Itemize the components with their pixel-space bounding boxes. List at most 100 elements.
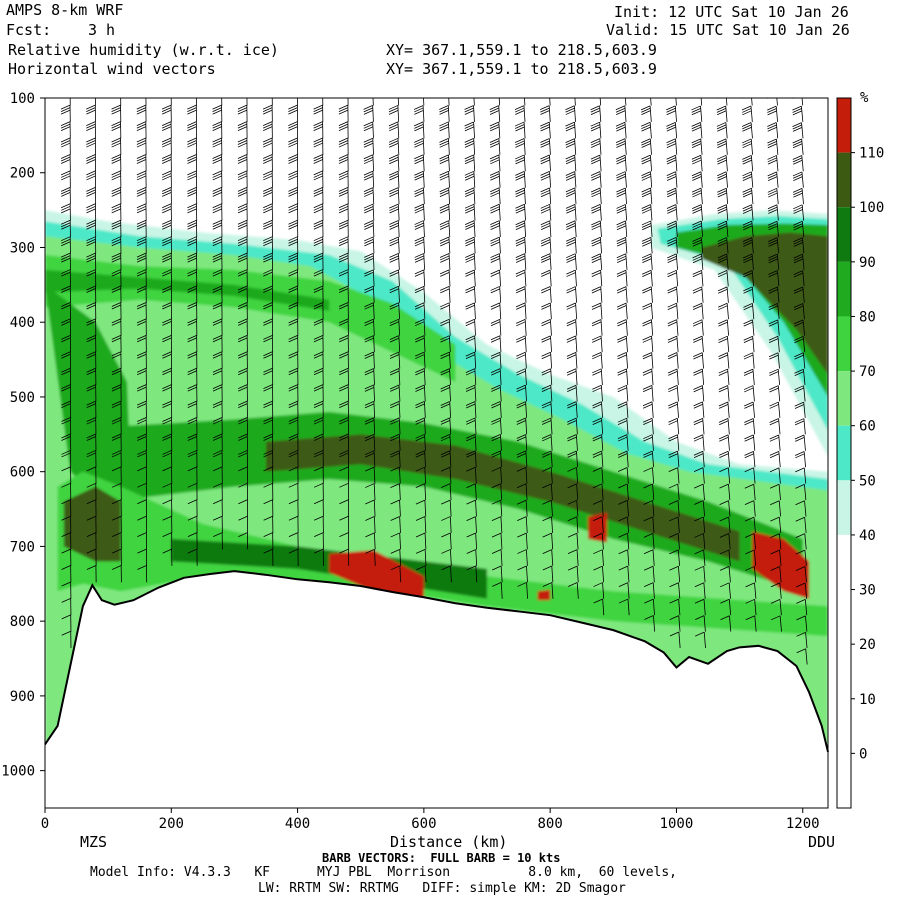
barb-note: BARB VECTORS: FULL BARB = 10 kts — [322, 851, 561, 865]
barb-column — [540, 98, 554, 599]
colorbar-swatch — [837, 316, 851, 372]
x-tick-label: 400 — [285, 816, 310, 832]
y-tick-label: 700 — [10, 539, 35, 555]
barb-column — [111, 98, 122, 583]
y-tick-label: 600 — [10, 465, 35, 481]
colorbar-label: 20 — [859, 637, 876, 653]
upper-layer-dark — [45, 269, 330, 311]
colorbar-swatch — [837, 152, 851, 208]
left-olive-core — [63, 486, 121, 562]
model-title: AMPS 8-km WRF — [6, 1, 124, 19]
fcst-value: 3 h — [88, 21, 116, 39]
barb-column — [767, 98, 782, 632]
colorbar-unit: % — [860, 90, 869, 106]
barb-column — [489, 98, 503, 599]
model-info: Model Info: V4.3.3 KF MYJ PBL Morrison 8… — [90, 865, 677, 880]
plot-frame — [44, 97, 829, 809]
x-tick-label: 0 — [41, 816, 49, 832]
xy-line-1: XY= 367.1,559.1 to 218.5,603.9 — [386, 41, 657, 59]
colorbar-swatch — [837, 589, 851, 645]
red-core-1 — [329, 550, 424, 603]
x-tick-label: 200 — [159, 816, 184, 832]
barb-column — [615, 98, 630, 616]
init-time: Init: 12 UTC Sat 10 Jan 26 — [614, 3, 849, 21]
x-tick-label: 1200 — [786, 816, 820, 832]
colorbar-label: 60 — [859, 419, 876, 435]
y-tick-label: 500 — [10, 390, 35, 406]
right-endpoint-label: DDU — [808, 833, 836, 851]
barb-column — [413, 98, 427, 583]
barb-column — [288, 98, 299, 566]
y-tick-label: 1000 — [1, 764, 35, 780]
upper-right-tongue-olive — [701, 232, 828, 375]
colorbar-swatch — [837, 98, 851, 153]
y-tick-label: 900 — [10, 689, 35, 705]
barb-column — [212, 98, 223, 550]
colorbar-label: 50 — [859, 473, 876, 489]
barb-column — [363, 98, 376, 566]
barb-column — [514, 98, 528, 599]
field-1-label: Relative humidity (w.r.t. ice) — [8, 41, 279, 59]
terrain — [44, 570, 829, 808]
colorbar-label: 80 — [859, 309, 876, 325]
barb-column — [60, 98, 72, 649]
colorbar-label: 0 — [859, 746, 867, 762]
y-tick-label: 200 — [10, 166, 35, 182]
barb-column — [313, 98, 324, 566]
low-layer-green — [57, 471, 828, 637]
field-2-label: Horizontal wind vectors — [8, 60, 216, 78]
colorbar-label: 40 — [859, 528, 876, 544]
barb-column — [792, 98, 808, 665]
colorbar-swatch — [837, 534, 851, 590]
x-tick-label: 800 — [538, 816, 563, 832]
colorbar-swatch — [837, 698, 851, 754]
x-tick-label: 1000 — [660, 816, 694, 832]
x-axis-label: Distance (km) — [390, 833, 508, 851]
red-core-4 — [537, 589, 551, 601]
terrain-fill — [45, 571, 828, 808]
y-tick-label: 800 — [10, 614, 35, 630]
colorbar-frame — [836, 97, 852, 809]
barb-column — [741, 98, 757, 632]
xy-line-2: XY= 367.1,559.1 to 218.5,603.9 — [386, 60, 657, 78]
colorbar-swatch — [837, 644, 851, 699]
barb-column — [439, 98, 452, 583]
barb-column — [716, 98, 732, 632]
barb-column — [388, 98, 402, 583]
axes: 0 200 400 600 800 1000 1200 100 200 300 400 500 600 7… — [1, 91, 819, 832]
barb-column — [237, 98, 249, 550]
colorbar-swatch — [837, 207, 851, 262]
model-info-2: LW: RRTM SW: RRTMG DIFF: simple KM: 2D S… — [258, 881, 626, 896]
colorbar-swatch — [837, 425, 851, 481]
barb-column — [464, 98, 478, 583]
barb-column — [187, 98, 198, 566]
y-tick-label: 100 — [10, 91, 35, 107]
barb-column — [338, 98, 350, 566]
colorbar-swatch — [837, 371, 851, 426]
fcst-label: Fcst: — [6, 21, 52, 39]
terrain-line — [44, 570, 829, 753]
colorbar-swatch — [837, 261, 851, 317]
colorbar-label: 10 — [859, 692, 876, 708]
left-endpoint-label: MZS — [80, 833, 108, 851]
y-tick-label: 300 — [10, 240, 35, 256]
barb-column — [565, 98, 579, 599]
colorbar-label: 90 — [859, 255, 876, 271]
valid-time: Valid: 15 UTC Sat 10 Jan 26 — [606, 21, 850, 39]
barb-column — [86, 98, 97, 583]
colorbar-label: 110 — [859, 146, 884, 162]
mid-layer-olive — [266, 434, 740, 562]
barb-column — [262, 98, 274, 566]
barb-column — [161, 98, 173, 566]
wind-barbs — [60, 98, 808, 665]
y-tick-label: 400 — [10, 315, 35, 331]
colorbar-swatch — [837, 480, 851, 535]
colorbar-swatch — [837, 753, 851, 808]
barb-column — [666, 98, 681, 649]
colorbar-label: 100 — [859, 200, 884, 216]
barb-column — [640, 98, 656, 632]
x-tick-label: 600 — [411, 816, 436, 832]
barb-column — [590, 98, 605, 616]
